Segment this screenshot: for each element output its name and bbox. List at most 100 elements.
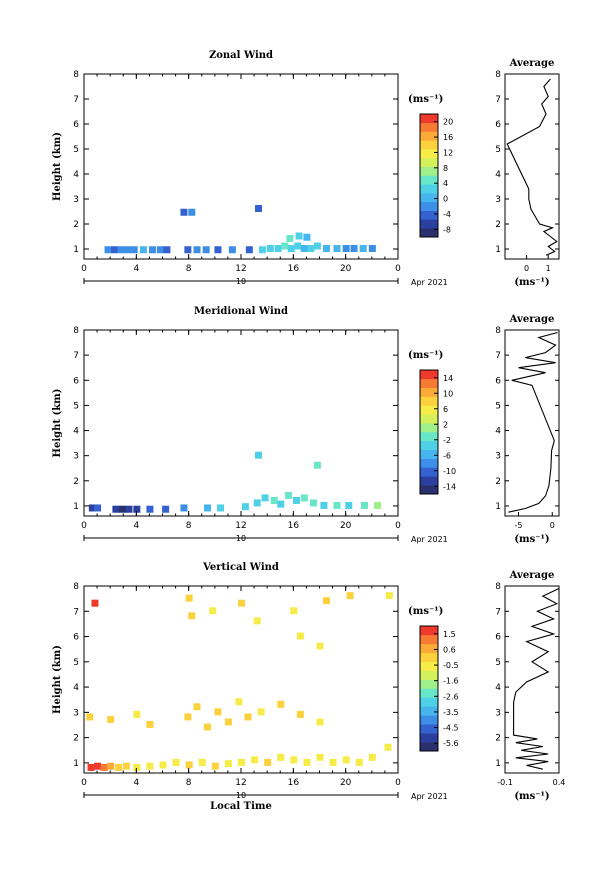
profile-x-label: (ms⁻¹) [514,791,549,802]
x-tick-label: 20 [340,778,352,788]
x-tick-label: 12 [235,778,246,788]
data-cell [309,499,317,507]
colorbar-tick-label: 14 [443,374,453,383]
colorbar-swatch [420,414,438,424]
colorbar-swatch [420,405,438,415]
colorbar-swatch [420,166,438,176]
data-cell [296,710,304,718]
x-tick-label: 16 [288,521,300,531]
data-cell [384,743,392,751]
x-tick-label: 0 [395,521,401,531]
data-cell [329,758,337,766]
colorbar-swatch [420,706,438,716]
colorbar-swatch [420,184,438,194]
profile-frame [504,73,560,260]
data-cell [180,504,188,512]
colorbar-swatch [420,715,438,725]
data-cell [100,763,108,771]
data-cell [350,245,358,252]
data-cell [300,494,308,502]
data-cell [294,242,302,250]
data-cell [359,245,367,252]
y-tick-label: 7 [73,95,79,105]
colorbar-tick-label: -14 [443,482,456,491]
data-cell [180,208,188,216]
y-tick-label: 8 [73,70,79,80]
data-cell [360,501,368,509]
colorbar-unit: (ms⁻¹) [408,94,443,105]
colorbar-tick-label: -8 [443,225,451,234]
y-tick-label: 4 [73,683,79,693]
profile-line [513,588,560,770]
y-tick-label: 6 [73,633,79,643]
data-cell [115,763,123,771]
colorbar-tick-label: -4.5 [443,724,459,733]
colorbar-swatch [420,467,438,477]
profile-y-tick-label: 1 [495,245,501,255]
data-cell [261,494,269,502]
data-cell [133,505,141,513]
colorbar-swatch [420,661,438,671]
profile-y-tick-label: 8 [495,326,501,336]
data-cell [251,756,259,764]
x-tick-label: 8 [186,521,192,531]
data-cell [133,710,141,718]
data-cell [277,700,285,708]
profile-x-tick-label: 0 [524,264,529,273]
data-cell [122,762,130,770]
data-cell [235,698,243,706]
data-cell [112,505,120,513]
data-cell [214,246,222,254]
data-cell [124,246,132,254]
colorbar-swatch [420,157,438,168]
profile-frame [504,329,560,517]
data-cell [203,723,211,731]
colorbar-tick-label: 6 [443,405,448,414]
x-tick-label: 0 [395,778,401,788]
data-cell [316,718,324,726]
month-label: Apr 2021 [411,792,448,801]
data-cell [238,758,245,766]
data-cell [146,720,154,728]
profile-y-tick-label: 1 [495,759,501,769]
colorbar-swatch [420,423,438,433]
data-cell [185,761,193,769]
data-cell [320,501,328,509]
x-tick-label: 0 [81,778,87,788]
profile-x-tick-label: -5 [515,521,523,530]
data-cell [238,599,245,607]
y-tick-label: 5 [73,401,79,411]
date-label: 10 [236,277,246,286]
data-cell [257,708,265,716]
date-label: 10 [236,534,246,543]
profile-x-tick-label: 1 [546,264,551,273]
data-cell [368,753,376,761]
colorbar-swatch [420,131,438,141]
colorbar-swatch [420,643,438,654]
data-cell [346,592,354,600]
y-tick-label: 5 [73,145,79,155]
profile-y-tick-label: 6 [495,376,501,386]
colorbar-swatch [420,175,438,185]
y-tick-label: 1 [73,502,79,512]
x-tick-label: 0 [81,264,87,274]
panel-title: Vertical Wind [202,562,279,573]
plot-frame [83,73,399,260]
x-tick-label: 12 [235,264,246,274]
colorbar-tick-label: -6 [443,451,451,460]
data-cell [368,245,376,252]
data-cell [313,242,321,250]
y-tick-label: 7 [73,351,79,361]
y-tick-label: 5 [73,658,79,668]
colorbar-tick-label: -10 [443,467,456,476]
colorbar-tick-label: -1.6 [443,677,459,686]
data-cell [203,504,211,512]
data-cell [162,505,170,513]
profile-y-tick-label: 3 [495,708,501,718]
data-cell [270,496,278,504]
y-tick-label: 6 [73,376,79,386]
data-cell [290,607,298,615]
plot-frame [83,329,399,517]
